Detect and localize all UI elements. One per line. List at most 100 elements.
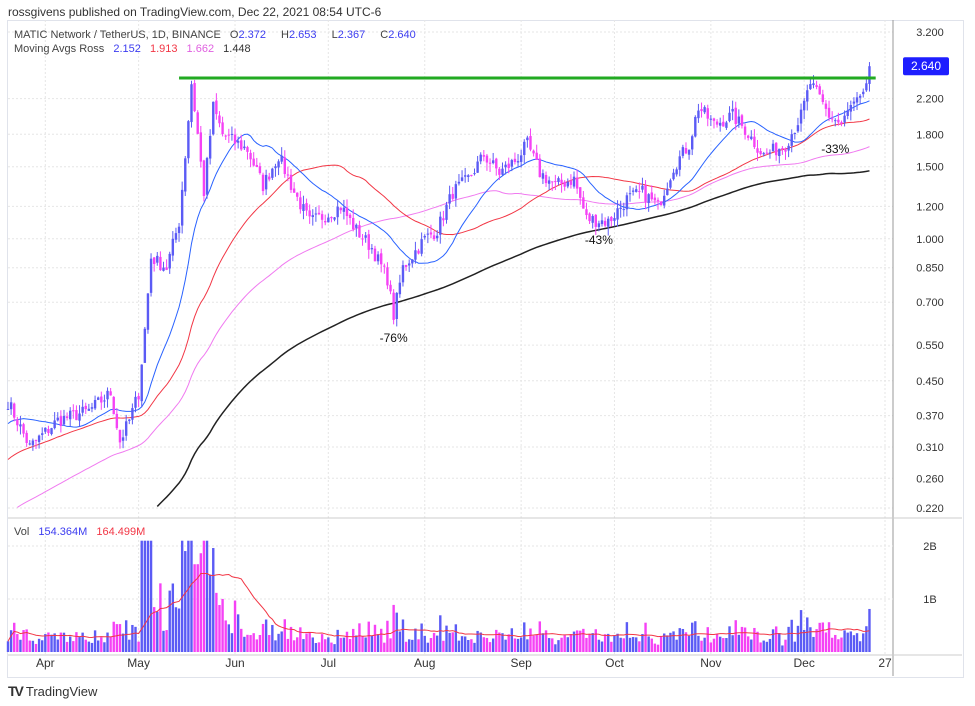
volume-bar xyxy=(355,635,358,652)
volume-bar xyxy=(681,628,685,652)
volume-bar xyxy=(230,633,234,652)
volume-bar xyxy=(243,636,246,652)
volume-bar xyxy=(656,644,660,652)
volume-bar xyxy=(799,610,803,652)
candle-body xyxy=(843,115,846,123)
open-label: O xyxy=(229,29,239,41)
ma-label: Moving Avgs Ross xyxy=(14,43,105,55)
volume-bar xyxy=(109,636,112,652)
candle-body xyxy=(852,101,856,104)
candle-body xyxy=(840,122,843,124)
candle-body xyxy=(575,177,579,189)
volume-bar xyxy=(563,635,566,652)
volume-bar xyxy=(34,643,38,652)
candle-body xyxy=(376,254,380,262)
volume-bar xyxy=(258,635,262,652)
volume-bar xyxy=(342,637,346,652)
volume-bar xyxy=(333,644,336,652)
candle-body xyxy=(834,120,837,122)
candle-body xyxy=(13,403,16,418)
volume-bar xyxy=(429,638,433,652)
candle-body xyxy=(156,255,159,263)
candle-body xyxy=(734,107,737,125)
candle-body xyxy=(750,136,753,140)
volume-bar xyxy=(218,605,221,652)
volume-bar xyxy=(249,635,252,652)
y-tick-label: 0.310 xyxy=(916,442,944,454)
drawdown-annotation: -43% xyxy=(585,233,613,247)
volume-bar xyxy=(442,640,445,652)
volume-bar xyxy=(324,639,327,652)
volume-bar xyxy=(560,637,563,652)
volume-bar xyxy=(395,612,398,652)
candle-body xyxy=(818,86,821,95)
volume-bar xyxy=(156,611,159,652)
candle-body xyxy=(728,112,731,122)
candle-body xyxy=(243,146,246,149)
candle-body xyxy=(563,181,566,187)
volume-bar xyxy=(407,639,411,652)
brand-name: TradingView xyxy=(25,683,98,699)
candle-body xyxy=(317,212,321,215)
volume-bar xyxy=(457,640,461,652)
open-value: 2.372 xyxy=(238,29,266,41)
candle-body xyxy=(299,197,302,210)
volume-bar xyxy=(78,637,81,652)
volume-bar xyxy=(199,553,203,652)
candle-body xyxy=(731,108,734,112)
volume-bar xyxy=(855,633,859,652)
candle-body xyxy=(205,158,209,195)
candle-body xyxy=(653,197,657,201)
volume-bar xyxy=(69,636,72,652)
x-tick-label: Oct xyxy=(605,656,624,670)
candle-body xyxy=(722,121,725,127)
volume-bar xyxy=(352,628,355,652)
y-tick-label: 0.260 xyxy=(916,473,944,485)
volume-bar xyxy=(663,633,666,652)
volume-bar xyxy=(762,640,765,652)
volume-bar xyxy=(551,638,554,652)
candle-body xyxy=(476,161,479,173)
vol-ma-value: 164.499M xyxy=(96,526,146,538)
candle-body xyxy=(849,105,853,112)
volume-bar xyxy=(684,632,688,652)
candle-body xyxy=(426,233,430,235)
vol-tick-label: 1B xyxy=(923,594,936,606)
candle-body xyxy=(743,126,747,135)
candle-body xyxy=(358,225,361,238)
y-tick-label: 0.850 xyxy=(916,263,944,275)
candle-body xyxy=(631,190,635,192)
candle-body xyxy=(143,328,147,363)
candle-body xyxy=(128,419,131,421)
candle-body xyxy=(790,134,793,146)
x-tick-label: Dec xyxy=(793,656,814,670)
y-tick-label: 2.200 xyxy=(916,94,944,106)
volume-bar xyxy=(607,633,610,652)
volume-bar xyxy=(423,635,426,652)
candle-body xyxy=(342,207,346,212)
volume-bar xyxy=(193,564,196,652)
volume-bar xyxy=(541,633,545,652)
volume-bar xyxy=(50,634,53,652)
volume-bar xyxy=(582,628,585,652)
x-tick-label: Aug xyxy=(414,656,435,670)
volume-bar xyxy=(868,608,871,652)
volume-bar xyxy=(569,634,573,652)
candle-body xyxy=(454,184,458,199)
y-tick-label: 0.450 xyxy=(916,376,944,388)
volume-bar xyxy=(196,564,199,652)
volume-bar xyxy=(28,640,31,652)
candle-body xyxy=(224,135,227,137)
candle-body xyxy=(333,217,336,220)
volume-bar xyxy=(286,638,290,652)
volume-bar xyxy=(330,642,333,652)
x-tick-label: 27 xyxy=(878,656,892,670)
volume-bar xyxy=(734,620,737,652)
volume-legend: Vol 154.364M 164.499M xyxy=(14,526,151,538)
volume-bar xyxy=(22,630,25,652)
volume-bar xyxy=(121,633,125,652)
candle-body xyxy=(50,428,53,435)
ma3-value: 1.662 xyxy=(186,43,215,55)
candle-body xyxy=(781,148,784,150)
